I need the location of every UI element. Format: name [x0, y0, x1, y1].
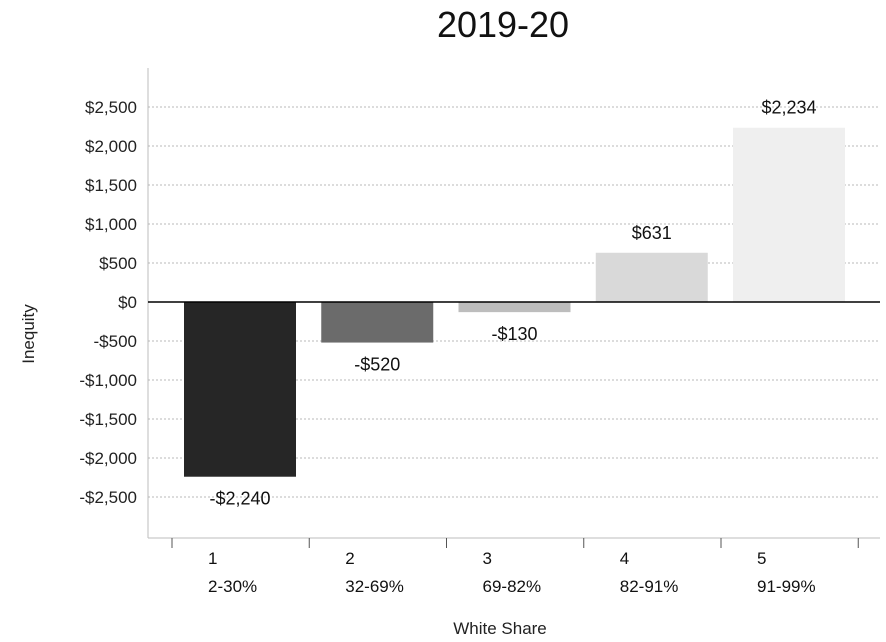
data-label: $631: [632, 223, 672, 243]
x-category-index: 4: [620, 549, 629, 568]
data-label: -$130: [491, 324, 537, 344]
data-label: $2,234: [761, 98, 816, 118]
y-tick-label: $2,000: [85, 137, 137, 156]
x-category-index: 5: [757, 549, 766, 568]
x-ticks: 1 2-30% 2 32-69% 3 69-82% 4 82-91% 5 91-99%: [171, 538, 859, 596]
x-category-index: 3: [483, 549, 492, 568]
x-category-index: 1: [208, 549, 217, 568]
y-tick-label: $0: [118, 293, 137, 312]
y-tick-label: $1,500: [85, 176, 137, 195]
bar-1: [184, 302, 296, 477]
y-tick-label: $1,000: [85, 215, 137, 234]
x-category-range: 32-69%: [345, 577, 404, 596]
data-label: -$2,240: [209, 489, 270, 509]
x-category-range: 91-99%: [757, 577, 816, 596]
y-tick-labels: $2,500 $2,000 $1,500 $1,000 $500 $0 -$500 -$1,0…: [79, 98, 137, 507]
bar-5: [733, 127, 845, 302]
y-tick-label: -$2,500: [79, 488, 137, 507]
bar-2: [321, 302, 434, 343]
y-tick-label: -$1,500: [79, 410, 137, 429]
x-category-range: 82-91%: [620, 577, 679, 596]
y-tick-label: -$1,000: [79, 371, 137, 390]
x-category-range: 2-30%: [208, 577, 257, 596]
chart-title: 2019-20: [437, 4, 569, 45]
y-tick-label: -$2,000: [79, 449, 137, 468]
bar-4: [595, 252, 708, 302]
data-labels: -$2,240 -$520 -$130 $631 $2,234: [209, 98, 816, 509]
x-axis-title: White Share: [453, 619, 547, 638]
bar-3: [458, 302, 571, 313]
x-category-index: 2: [345, 549, 354, 568]
y-tick-label: $500: [99, 254, 137, 273]
y-axis-title: Inequity: [19, 304, 38, 364]
data-label: -$520: [354, 355, 400, 375]
bars: [184, 127, 845, 477]
y-tick-label: -$500: [94, 332, 137, 351]
y-tick-label: $2,500: [85, 98, 137, 117]
x-category-range: 69-82%: [483, 577, 542, 596]
